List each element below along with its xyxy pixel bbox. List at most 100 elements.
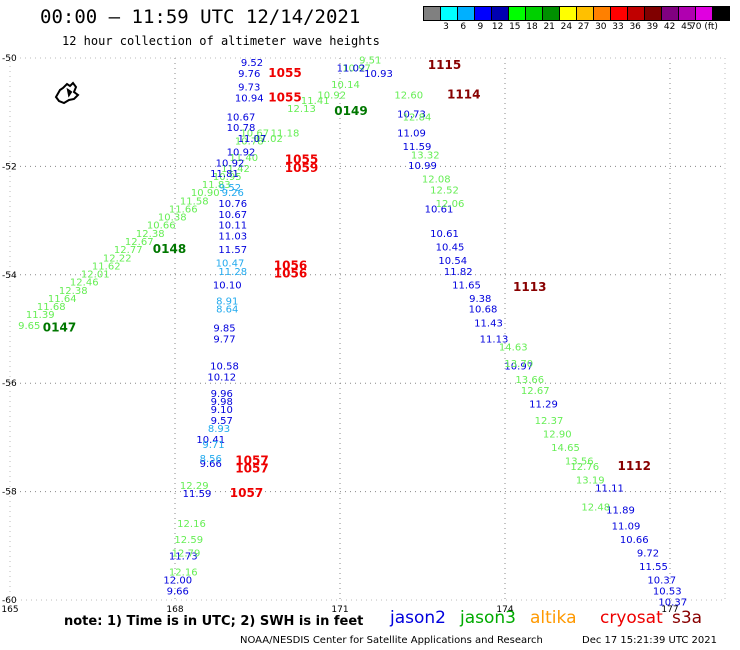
y-tick-label: -56 bbox=[2, 379, 17, 389]
wave-height-label: 12.46 bbox=[70, 278, 99, 289]
wave-height-label: 12.22 bbox=[103, 253, 132, 264]
pass-label: 1056 bbox=[274, 267, 307, 281]
wave-height-label: 11.55 bbox=[639, 562, 668, 573]
wave-height-label: 12.60 bbox=[394, 91, 423, 102]
legend-label: 27 bbox=[577, 22, 590, 32]
wave-height-label: 9.85 bbox=[213, 324, 235, 335]
pass-label: 0147 bbox=[43, 321, 76, 335]
wave-height-label: 11.03 bbox=[218, 232, 247, 243]
wave-height-label: 9.72 bbox=[637, 549, 659, 560]
wave-height-label: 10.94 bbox=[235, 93, 264, 104]
wave-height-label: 12.38 bbox=[59, 286, 88, 297]
wave-height-label: 10.68 bbox=[469, 305, 498, 316]
wave-height-label: 10.92 bbox=[317, 91, 346, 102]
wave-height-label: 9.10 bbox=[211, 405, 233, 416]
legend-label: 18 bbox=[526, 22, 538, 32]
wave-height-label: 11.09 bbox=[612, 522, 641, 533]
wave-height-label: 10.73 bbox=[397, 110, 426, 121]
pass-label: 1056 bbox=[274, 258, 307, 272]
wave-height-label: 10.54 bbox=[438, 256, 467, 267]
map-subtitle: 12 hour collection of altimeter wave hei… bbox=[62, 34, 380, 48]
wave-height-label: 10.97 bbox=[504, 362, 533, 373]
legend-label: 30 bbox=[595, 22, 607, 32]
wave-height-label: 10.10 bbox=[213, 280, 242, 291]
wave-height-label: 12.16 bbox=[177, 519, 206, 530]
wave-height-label: 11.41 bbox=[301, 96, 330, 107]
wave-height-label: 11.62 bbox=[92, 261, 121, 272]
wave-height-label: 11.40 bbox=[229, 153, 258, 164]
wave-height-label: 10.47 bbox=[216, 259, 245, 270]
pass-label: 1057 bbox=[230, 486, 263, 500]
wave-height-label: 8.56 bbox=[200, 454, 222, 465]
satellite-name: altika bbox=[530, 608, 577, 628]
wave-height-label: 10.95 bbox=[213, 172, 242, 183]
wave-height-label: 12.16 bbox=[169, 568, 198, 579]
legend-label: 24 bbox=[560, 22, 573, 32]
wave-height-label: 12.67 bbox=[125, 237, 154, 248]
legend-label: 42 bbox=[663, 22, 676, 32]
wave-height-label: 9.76 bbox=[238, 69, 260, 80]
wave-height-label: 9.66 bbox=[167, 587, 189, 598]
wave-height-label: 11.13 bbox=[480, 335, 509, 346]
wave-height-label: 10.61 bbox=[430, 229, 459, 240]
wave-height-label: 10.92 bbox=[227, 148, 256, 159]
wave-height-label: 11.02 bbox=[337, 64, 366, 75]
map-grid bbox=[10, 58, 725, 600]
wave-height-label: 9.52 bbox=[241, 58, 263, 69]
wave-height-label: 10.14 bbox=[331, 80, 360, 91]
credit-text: NOAA/NESDIS Center for Satellite Applica… bbox=[240, 635, 543, 646]
wave-height-label: 10.97 bbox=[342, 64, 371, 75]
wave-height-label: 10.67 bbox=[240, 129, 269, 140]
wave-height-label: 9.71 bbox=[202, 440, 224, 451]
pass-label: 1115 bbox=[428, 58, 461, 72]
wave-height-label: 12.76 bbox=[570, 462, 599, 473]
legend-label: 15 bbox=[509, 22, 521, 32]
legend-label: 9 bbox=[477, 22, 484, 32]
legend-label: 12 bbox=[491, 22, 504, 32]
wave-height-label: 11.68 bbox=[37, 302, 66, 313]
pass-label: 1055 bbox=[268, 90, 301, 104]
wave-height-label: 8.64 bbox=[216, 305, 238, 316]
wave-height-label: 12.84 bbox=[403, 112, 432, 123]
wave-height-label: 12.48 bbox=[581, 503, 610, 514]
wave-height-label: 9.57 bbox=[211, 416, 233, 427]
pass-label: 1057 bbox=[235, 454, 268, 468]
wave-height-label: 11.73 bbox=[169, 551, 198, 562]
wave-height-label: 11.07 bbox=[238, 134, 267, 145]
map-border bbox=[9, 57, 726, 601]
wave-height-label: 10.37 bbox=[658, 597, 687, 608]
wave-height-label: 10.37 bbox=[647, 576, 676, 587]
wave-height-label: 11.02 bbox=[254, 134, 283, 145]
legend-label: 33 bbox=[612, 22, 624, 32]
wave-height-label: 11.28 bbox=[218, 267, 247, 278]
wave-height-label: 11.64 bbox=[48, 294, 77, 305]
wave-height-label: 14.63 bbox=[499, 343, 528, 354]
wave-height-label: 9.77 bbox=[213, 335, 235, 346]
wave-height-label: 12.01 bbox=[81, 270, 110, 281]
wave-height-label: 10.67 bbox=[227, 112, 256, 123]
wave-height-label: 11.59 bbox=[403, 142, 432, 153]
wave-height-label: 11.18 bbox=[271, 129, 300, 140]
wave-height-label: 8.91 bbox=[216, 297, 238, 308]
wave-height-label: 9.65 bbox=[18, 321, 40, 332]
wave-height-label: 10.78 bbox=[235, 137, 264, 148]
wave-height-label: 14.65 bbox=[551, 443, 580, 454]
wave-height-label: 9.26 bbox=[222, 188, 244, 199]
y-tick-label: -58 bbox=[2, 488, 17, 498]
wave-height-label: 12.29 bbox=[180, 481, 209, 492]
y-tick-label: -50 bbox=[2, 54, 17, 64]
wave-height-label: 11.43 bbox=[474, 318, 503, 329]
y-tick-label: -54 bbox=[2, 271, 17, 281]
wave-height-label: 10.58 bbox=[210, 362, 239, 373]
wave-height-label: 8.93 bbox=[208, 424, 230, 435]
wave-height-label: 12.00 bbox=[163, 576, 192, 587]
x-tick-label: 168 bbox=[166, 605, 183, 615]
wave-height-label: 11.81 bbox=[210, 169, 239, 180]
wave-height-label: 10.92 bbox=[216, 158, 245, 169]
x-tick-label: 165 bbox=[1, 605, 18, 615]
legend-label: 6 bbox=[460, 22, 467, 32]
satellite-name: cryosat bbox=[600, 608, 663, 628]
legend-swatch bbox=[712, 6, 730, 21]
color-scale-legend bbox=[423, 6, 730, 21]
legend-label: 39 bbox=[646, 22, 659, 32]
